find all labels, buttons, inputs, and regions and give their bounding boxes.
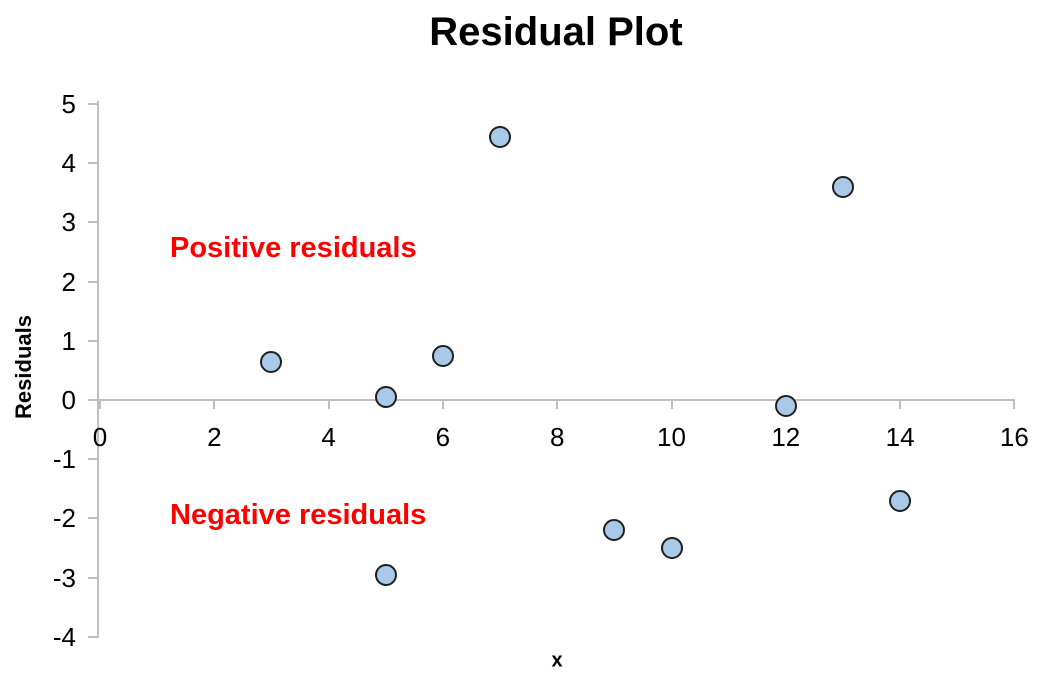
y-tick <box>88 517 97 520</box>
y-tick-label: 3 <box>61 207 76 238</box>
x-tick-label: 2 <box>207 422 222 452</box>
x-tick <box>327 400 330 409</box>
x-tick <box>899 400 902 409</box>
y-tick-label: -1 <box>52 444 76 475</box>
data-point <box>603 519 626 542</box>
y-tick <box>88 458 97 461</box>
negative-residuals-annotation: Negative residuals <box>170 499 427 531</box>
y-tick <box>88 399 97 401</box>
data-point <box>774 394 797 417</box>
x-tick <box>670 400 673 409</box>
y-tick <box>88 339 97 342</box>
x-tick-label: 4 <box>321 422 336 452</box>
y-tick <box>88 162 97 165</box>
y-tick-label: -4 <box>52 621 76 652</box>
x-axis-line <box>97 399 1015 401</box>
x-axis-title: x <box>551 649 563 672</box>
data-point <box>831 175 854 198</box>
y-tick-label: 1 <box>61 325 76 356</box>
data-point <box>374 386 397 409</box>
x-tick <box>1013 400 1016 409</box>
data-point <box>374 563 397 586</box>
data-point <box>489 125 512 148</box>
y-tick <box>88 103 97 105</box>
x-tick <box>441 400 444 409</box>
y-tick <box>88 635 97 638</box>
x-tick <box>213 400 216 409</box>
y-tick <box>88 280 97 283</box>
data-point <box>660 537 683 559</box>
data-point <box>260 350 283 373</box>
y-tick <box>88 576 97 579</box>
x-tick <box>99 400 101 409</box>
y-axis-line <box>97 101 99 638</box>
x-tick-label: 12 <box>771 422 801 452</box>
y-tick-label: -3 <box>52 562 76 593</box>
y-tick-label: 2 <box>61 266 76 297</box>
data-point <box>431 344 454 367</box>
y-tick <box>88 221 97 224</box>
x-tick-label: 6 <box>435 422 451 452</box>
x-tick-label: 10 <box>657 422 686 452</box>
y-tick-label: 5 <box>61 89 76 119</box>
y-tick-label: 4 <box>61 148 76 179</box>
positive-residuals-annotation: Positive residuals <box>170 232 417 264</box>
y-tick-label: 0 <box>61 385 76 415</box>
chart-title: Residual Plot <box>429 10 683 54</box>
y-tick-label: -2 <box>52 503 76 534</box>
x-tick <box>556 400 559 409</box>
x-tick-label: 0 <box>92 422 108 452</box>
data-point <box>889 489 912 512</box>
x-tick-label: 16 <box>999 422 1029 452</box>
x-tick-label: 8 <box>549 422 565 452</box>
x-tick-label: 14 <box>885 422 915 452</box>
